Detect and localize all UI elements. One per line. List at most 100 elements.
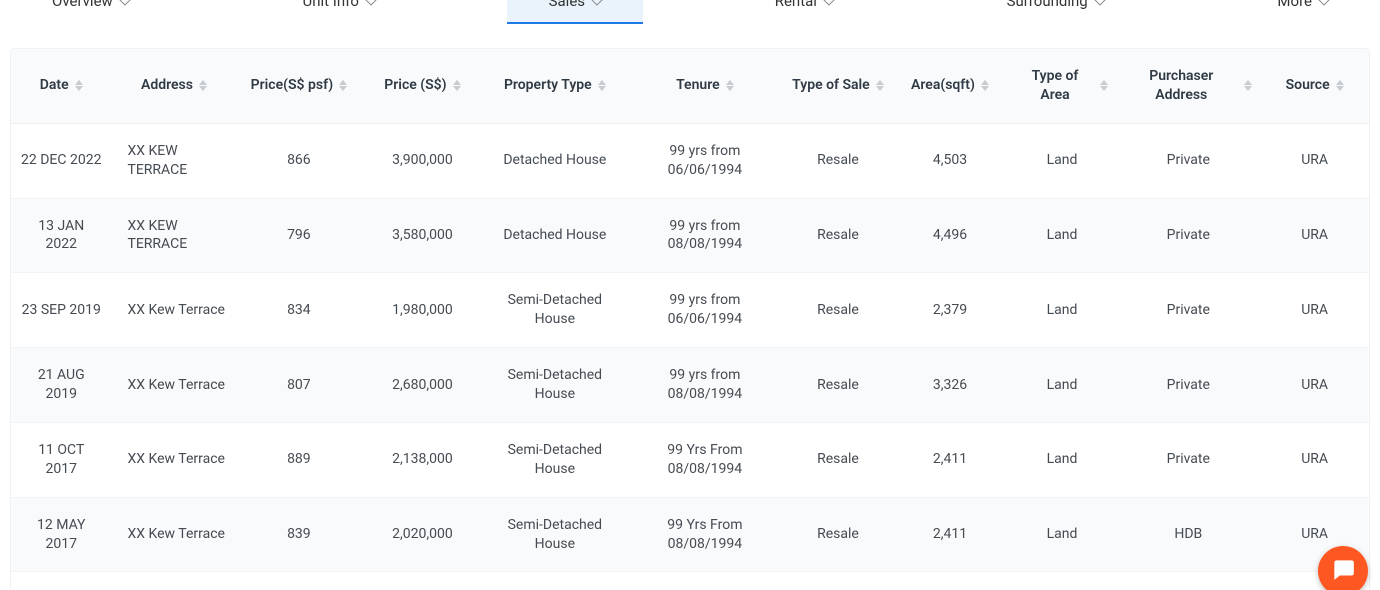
cell-address: XX Kew Terrace bbox=[111, 572, 236, 590]
cell-price: 3,900,000 bbox=[361, 123, 483, 198]
column-header[interactable]: Price(S$ psf) bbox=[236, 49, 361, 123]
cell-address: XX Kew Terrace bbox=[111, 422, 236, 497]
cell-date: 23 SEP 2019 bbox=[11, 273, 111, 348]
cell-psf: 889 bbox=[236, 422, 361, 497]
column-header[interactable]: Address bbox=[111, 49, 236, 123]
table-row: 23 SEP 2019XX Kew Terrace8341,980,000Sem… bbox=[11, 273, 1369, 348]
cell-ptype: Semi-Detached House bbox=[484, 422, 627, 497]
cell-ptype: Semi-Detached House bbox=[484, 348, 627, 423]
cell-address: XX Kew Terrace bbox=[111, 348, 236, 423]
tab-label: Sales bbox=[549, 0, 585, 10]
column-header-label: Type of Area bbox=[1016, 67, 1095, 105]
cell-tenure: 99 yrs from 06/06/1994 bbox=[626, 273, 784, 348]
cell-area: 4,564 bbox=[892, 572, 1007, 590]
chevron-down-icon bbox=[365, 0, 376, 5]
sort-icon[interactable] bbox=[1244, 80, 1252, 91]
cell-tenure: 99 yrs from 08/08/1994 bbox=[626, 198, 784, 273]
chevron-down-icon bbox=[823, 0, 834, 5]
column-header[interactable]: Property Type bbox=[484, 49, 627, 123]
chevron-down-icon bbox=[591, 0, 602, 5]
cell-tenure: 99 Yrs From 08/08/1994 bbox=[626, 497, 784, 572]
cell-date: 12 MAY 2017 bbox=[11, 497, 111, 572]
cell-address: XX KEW TERRACE bbox=[111, 198, 236, 273]
column-header-label: Price(S$ psf) bbox=[251, 76, 333, 95]
tab-sales[interactable]: Sales bbox=[507, 0, 643, 24]
tab-unit-info[interactable]: Unit Info bbox=[261, 0, 417, 22]
sort-icon[interactable] bbox=[339, 80, 347, 91]
tab-surrounding[interactable]: Surrounding bbox=[965, 0, 1146, 22]
column-header[interactable]: Price (S$) bbox=[361, 49, 483, 123]
cell-saleType: Resale bbox=[784, 422, 893, 497]
cell-price: 3,580,000 bbox=[361, 198, 483, 273]
cell-saleType: Resale bbox=[784, 572, 893, 590]
column-header-label: Date bbox=[40, 76, 69, 95]
cell-date: 11 OCT 2017 bbox=[11, 422, 111, 497]
cell-date: 21 AUG 2019 bbox=[11, 348, 111, 423]
table-row: 21 AUG 2019XX Kew Terrace8072,680,000Sem… bbox=[11, 348, 1369, 423]
cell-psf: 834 bbox=[236, 273, 361, 348]
column-header[interactable]: Type of Sale bbox=[784, 49, 893, 123]
cell-date: 13 JAN 2022 bbox=[11, 198, 111, 273]
cell-tenure: 99 Yrs From 03/06/1994 bbox=[626, 572, 784, 590]
column-header[interactable]: Source bbox=[1260, 49, 1369, 123]
tab-label: Unit Info bbox=[303, 0, 359, 10]
sort-icon[interactable] bbox=[1336, 80, 1344, 91]
cell-areaType: Land bbox=[1008, 273, 1117, 348]
cell-saleType: Resale bbox=[784, 198, 893, 273]
cell-areaType: Land bbox=[1008, 422, 1117, 497]
cell-psf: 866 bbox=[236, 123, 361, 198]
tabs-bar: Overview Unit Info Sales Rental Surrounding M… bbox=[10, 0, 1370, 28]
cell-price: 1,980,000 bbox=[361, 273, 483, 348]
table-row: 12 MAY 2017XX Kew Terrace8392,020,000Sem… bbox=[11, 497, 1369, 572]
cell-price: 2,680,000 bbox=[361, 348, 483, 423]
cell-areaType: Land bbox=[1008, 348, 1117, 423]
column-header[interactable]: Area(sqft) bbox=[892, 49, 1007, 123]
cell-price: 2,020,000 bbox=[361, 497, 483, 572]
cell-ptype: Detached House bbox=[484, 572, 627, 590]
tab-label: More bbox=[1277, 0, 1312, 10]
cell-ptype: Detached House bbox=[484, 123, 627, 198]
tab-more[interactable]: More bbox=[1235, 0, 1370, 22]
cell-tenure: 99 Yrs From 08/08/1994 bbox=[626, 422, 784, 497]
tab-overview[interactable]: Overview bbox=[10, 0, 171, 22]
cell-ptype: Semi-Detached House bbox=[484, 273, 627, 348]
column-header-label: Purchaser Address bbox=[1124, 67, 1238, 105]
column-header[interactable]: Type of Area bbox=[1008, 49, 1117, 123]
sort-icon[interactable] bbox=[981, 80, 989, 91]
sort-icon[interactable] bbox=[199, 80, 207, 91]
column-header[interactable]: Purchaser Address bbox=[1116, 49, 1260, 123]
sort-icon[interactable] bbox=[726, 80, 734, 91]
column-header-label: Area(sqft) bbox=[911, 76, 975, 95]
cell-area: 4,496 bbox=[892, 198, 1007, 273]
cell-purchaser: Private bbox=[1116, 572, 1260, 590]
sort-icon[interactable] bbox=[75, 80, 83, 91]
tab-label: Surrounding bbox=[1007, 0, 1088, 10]
column-header[interactable]: Tenure bbox=[626, 49, 784, 123]
cell-ptype: Semi-Detached House bbox=[484, 497, 627, 572]
cell-purchaser: Private bbox=[1116, 348, 1260, 423]
cell-source: URA bbox=[1260, 348, 1369, 423]
cell-area: 2,379 bbox=[892, 273, 1007, 348]
table-row: 26 FEB 2016XX Kew Terrace8113,700,000Det… bbox=[11, 572, 1369, 590]
cell-tenure: 99 yrs from 08/08/1994 bbox=[626, 348, 784, 423]
sort-icon[interactable] bbox=[1100, 80, 1108, 91]
cell-source: URA bbox=[1260, 422, 1369, 497]
cell-source: URA bbox=[1260, 198, 1369, 273]
table-row: 22 DEC 2022XX KEW TERRACE8663,900,000Det… bbox=[11, 123, 1369, 198]
cell-psf: 811 bbox=[236, 572, 361, 590]
tab-label: Overview bbox=[52, 0, 113, 10]
sort-icon[interactable] bbox=[876, 80, 884, 91]
chat-button[interactable] bbox=[1318, 546, 1368, 590]
cell-purchaser: Private bbox=[1116, 123, 1260, 198]
sort-icon[interactable] bbox=[598, 80, 606, 91]
column-header-label: Property Type bbox=[504, 76, 592, 95]
column-header-label: Type of Sale bbox=[792, 76, 870, 95]
cell-date: 26 FEB 2016 bbox=[11, 572, 111, 590]
table-body: 22 DEC 2022XX KEW TERRACE8663,900,000Det… bbox=[11, 123, 1369, 590]
sort-icon[interactable] bbox=[453, 80, 461, 91]
cell-areaType: Land bbox=[1008, 198, 1117, 273]
tab-rental[interactable]: Rental bbox=[733, 0, 875, 22]
cell-ptype: Detached House bbox=[484, 198, 627, 273]
column-header[interactable]: Date bbox=[11, 49, 111, 123]
cell-area: 4,503 bbox=[892, 123, 1007, 198]
